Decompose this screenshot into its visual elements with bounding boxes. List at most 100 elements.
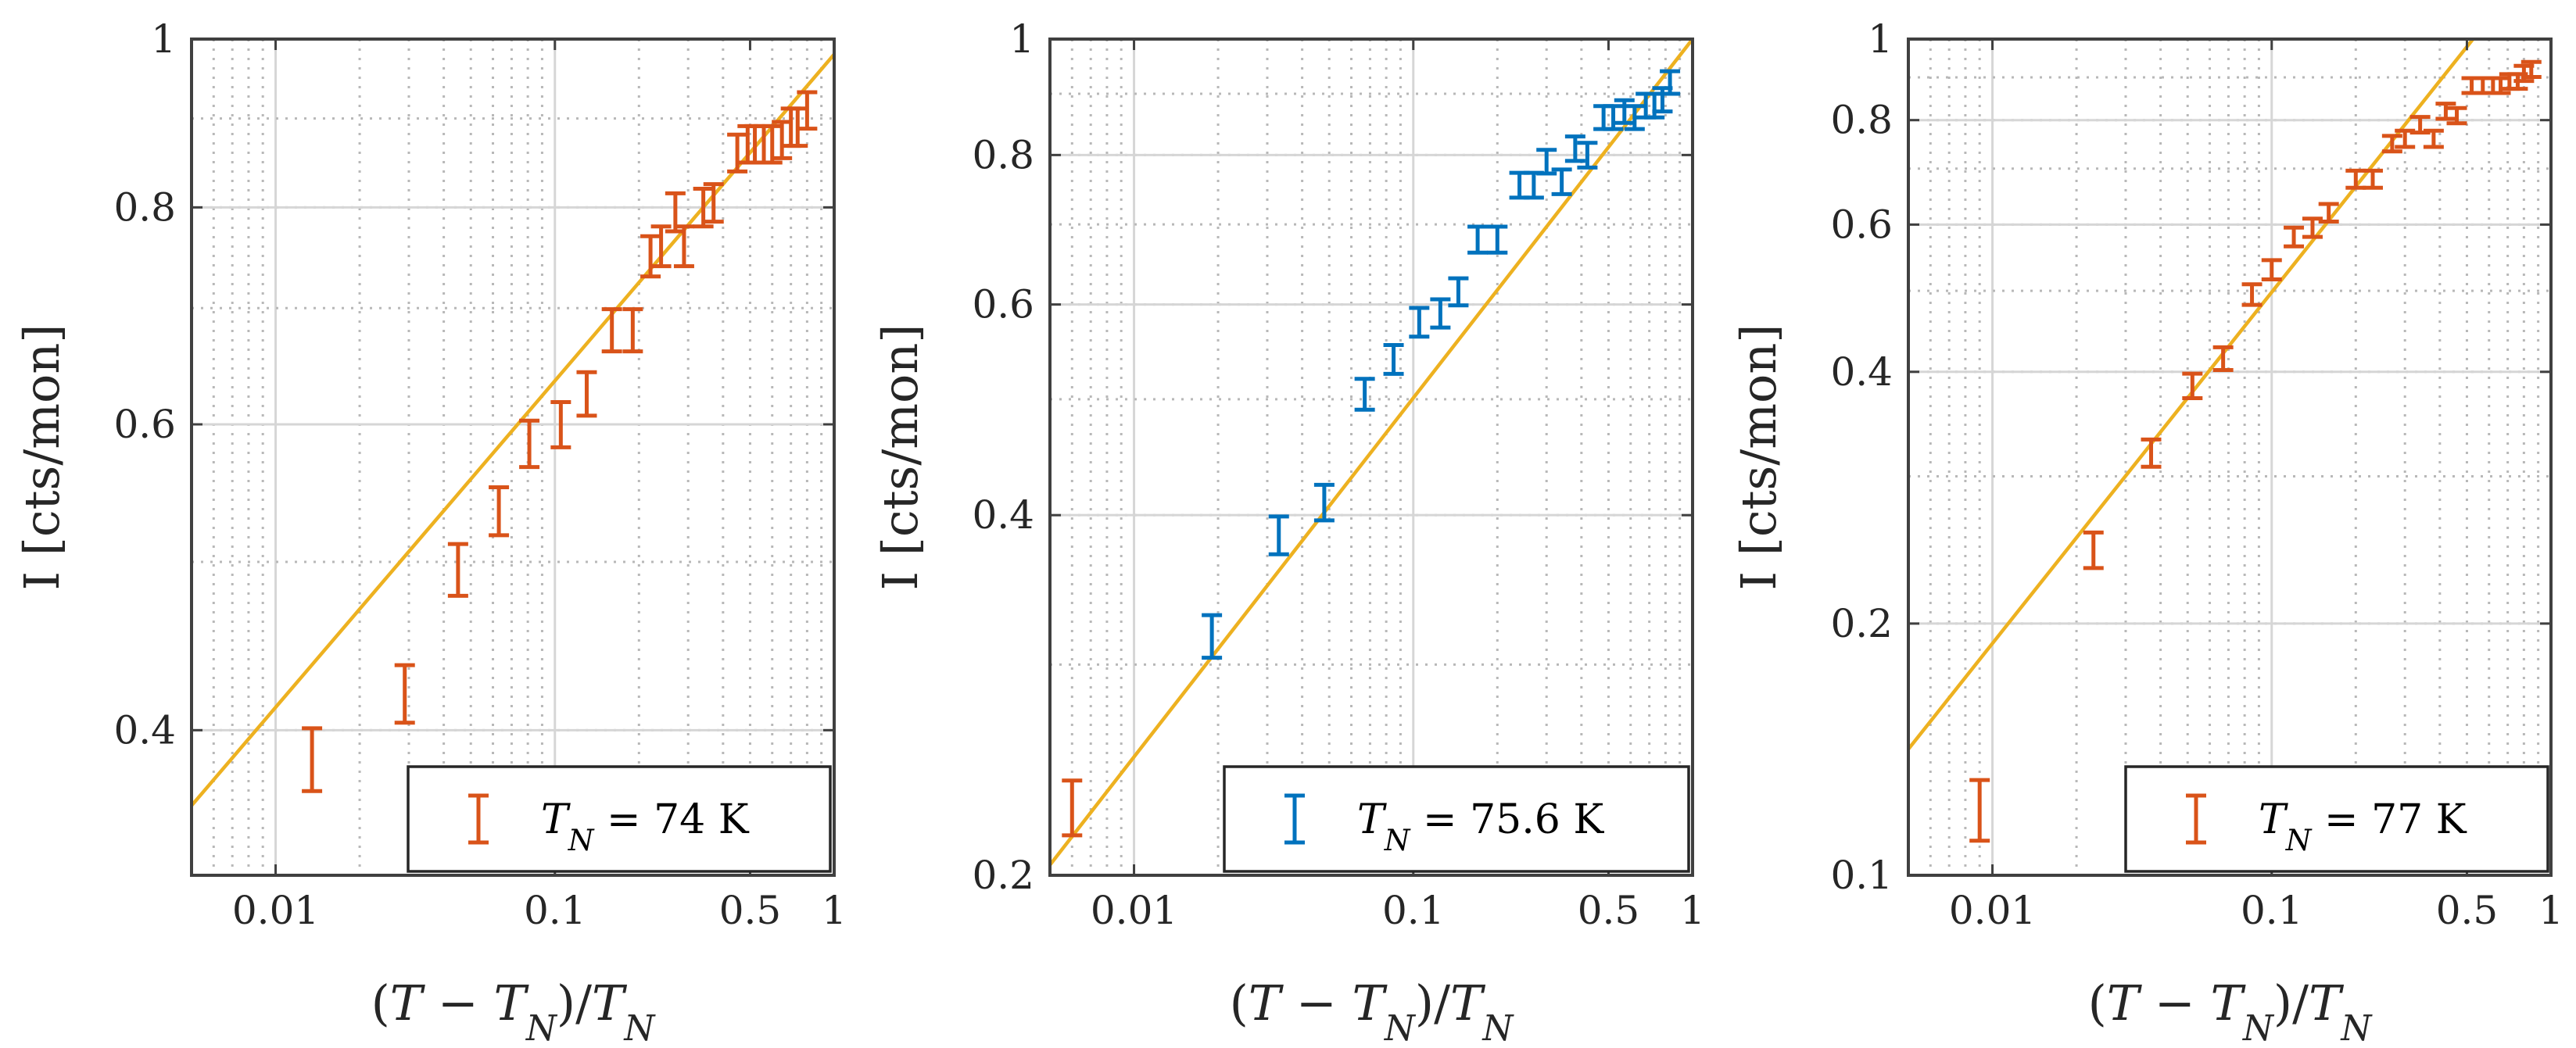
legend-marker — [1284, 793, 1305, 845]
x-tick-label: 0.5 — [1578, 888, 1640, 933]
error-bar-point — [1603, 104, 1624, 131]
error-bar-point — [1354, 377, 1375, 412]
error-bar-point — [1383, 342, 1404, 376]
error-bar-point — [2472, 76, 2493, 95]
error-bar-point — [1593, 104, 1614, 131]
error-bar-point — [2141, 437, 2162, 469]
x-axis-label: (T − TN)/TN — [1230, 975, 1515, 1048]
error-bar-point — [2182, 371, 2203, 401]
y-tick-label: 1 — [1868, 16, 1893, 62]
legend-box — [1223, 765, 1690, 873]
y-tick-label: 0.6 — [972, 282, 1034, 327]
y-axis-label: I [cts/mon] — [872, 324, 929, 591]
y-tick-label: 0.4 — [113, 707, 176, 753]
fit-line-group — [1908, 39, 2476, 751]
x-tick-label: 0.01 — [232, 888, 319, 933]
error-bar-point — [394, 663, 415, 725]
fit-line — [192, 53, 834, 807]
y-tick-label: 0.8 — [972, 132, 1034, 177]
legend-label: TN = 75.6 K — [1357, 796, 1604, 857]
error-bar-point — [550, 399, 571, 449]
error-bar-point — [2435, 102, 2456, 121]
error-bar-point — [673, 224, 694, 269]
chart-panel-2: 0.01 0.1 0.5 1 0.2 0.4 0.6 0.8 1 (T − TN)/TN I [ct… — [872, 16, 1705, 1048]
error-bar-point — [650, 224, 672, 269]
error-bar-point — [576, 370, 597, 418]
x-axis-label: (T − TN)/TN — [2088, 975, 2374, 1048]
fit-line-group — [1050, 39, 1693, 867]
error-bar-point — [1969, 778, 1990, 843]
y-tick-label: 0.6 — [1830, 202, 1893, 247]
error-bar-point — [693, 187, 714, 229]
error-bar-point — [797, 90, 818, 131]
x-tick-label: 0.1 — [524, 888, 586, 933]
error-bar-point — [2261, 258, 2282, 281]
legend-marker — [2186, 793, 2206, 845]
error-bar-point — [1487, 224, 1508, 255]
error-bar-point — [2318, 202, 2339, 224]
x-tick-label: 0.5 — [2436, 888, 2499, 933]
error-bar-point — [2446, 106, 2467, 126]
error-bar-point — [2423, 128, 2444, 149]
x-tick-label: 0.1 — [2241, 888, 2303, 933]
error-bar-point — [1577, 141, 1598, 170]
error-bar-point — [1313, 482, 1335, 523]
error-bar-point — [1409, 306, 1430, 339]
error-bar-point — [1448, 276, 1469, 308]
error-bar-point — [2083, 530, 2104, 570]
y-tick-label: 0.4 — [1830, 349, 1893, 395]
y-tick-label: 0.2 — [1830, 601, 1893, 646]
error-bar-point — [1202, 613, 1223, 660]
y-tick-label: 1 — [1009, 16, 1034, 62]
legend-label: TN = 74 K — [541, 796, 750, 857]
x-tick-label: 0.01 — [1949, 888, 2036, 933]
y-tick-label: 0.8 — [1830, 98, 1893, 143]
error-bar-point — [1614, 98, 1635, 125]
error-bar-point — [1430, 297, 1451, 330]
error-bar-point — [2284, 225, 2305, 249]
error-bar-point — [1660, 69, 1681, 96]
y-tick-label: 0.4 — [972, 492, 1034, 538]
error-bar-point — [640, 234, 661, 279]
error-bar-point — [2302, 216, 2323, 239]
x-axis-label: (T − TN)/TN — [371, 975, 657, 1048]
error-bar-point — [2345, 168, 2366, 190]
error-bar-point — [622, 307, 643, 354]
fit-line — [1908, 39, 2476, 751]
grid — [1907, 38, 2551, 877]
error-bar-point — [1551, 167, 1572, 196]
legend: TN = 77 K — [2124, 765, 2549, 873]
x-tick-label: 1 — [822, 888, 847, 933]
error-bar-point — [703, 182, 724, 224]
y-tick-label: 0.2 — [972, 853, 1034, 898]
y-tick-label: 0.8 — [113, 184, 176, 230]
error-bar-point — [1564, 134, 1585, 163]
y-axis-label: I [cts/mon] — [13, 324, 70, 591]
error-bar-point — [1523, 170, 1544, 200]
error-bar-point — [1536, 148, 1557, 176]
error-bar-point — [1467, 224, 1489, 255]
error-bar-point — [1268, 514, 1289, 556]
error-bar-point — [727, 132, 748, 173]
legend: TN = 74 K — [407, 765, 832, 873]
axes-frame — [190, 38, 836, 877]
error-bar-point — [302, 726, 323, 793]
error-bar-point — [489, 485, 510, 538]
chart-panel-3: 0.01 0.1 0.5 1 0.1 0.2 0.4 0.6 0.8 1 (T − TN)/TN I … — [1730, 16, 2563, 1048]
x-tick-label: 1 — [1680, 888, 1705, 933]
error-bar-point — [2362, 168, 2383, 190]
legend-label: TN = 77 K — [2259, 796, 2467, 857]
chart-panel-1: 0.01 0.1 0.5 1 0.4 0.6 0.8 1 (T − TN)/TN I [cts/m… — [13, 16, 847, 1048]
data-points — [1969, 59, 2542, 843]
legend-marker — [468, 793, 489, 845]
legend: TN = 75.6 K — [1223, 765, 1690, 873]
error-bar-point — [2461, 76, 2482, 95]
x-tick-label: 0.1 — [1382, 888, 1445, 933]
fit-line-group — [192, 53, 834, 807]
error-bar-point — [447, 542, 468, 598]
y-tick-label: 0.1 — [1830, 853, 1893, 898]
x-tick-label: 1 — [2538, 888, 2563, 933]
axes-frame — [1907, 38, 2553, 877]
error-bar-point — [1062, 778, 1083, 838]
